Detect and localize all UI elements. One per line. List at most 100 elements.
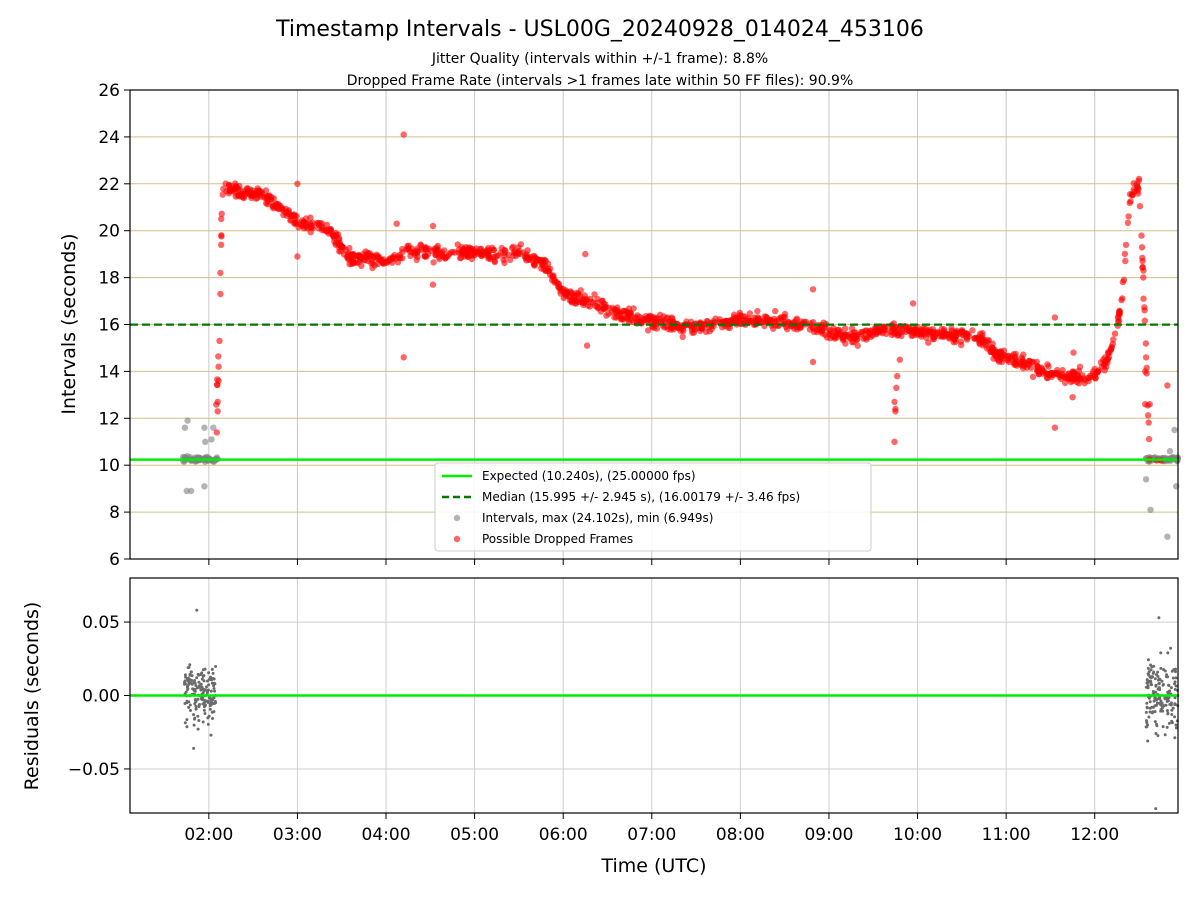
dropped-frame-point [478, 252, 486, 260]
dropped-frame-point [1146, 401, 1153, 408]
dropped-frame-point [1141, 317, 1149, 324]
residual-point [197, 719, 201, 722]
residual-point [1153, 710, 1157, 714]
dropped-frame-point [1144, 412, 1152, 419]
intervals-y-tick-label: 18 [98, 269, 120, 289]
dropped-frame-point [573, 298, 580, 305]
residual-point [183, 721, 187, 725]
dropped-frame-point [1089, 371, 1096, 378]
dropped-frame-point [863, 327, 870, 334]
dropped-frame-point [429, 222, 437, 230]
residual-point [1154, 703, 1158, 707]
residual-point [1156, 670, 1160, 674]
dropped-frame-point [721, 318, 728, 325]
residual-point [1149, 668, 1153, 672]
interval-point [1142, 476, 1150, 483]
interval-point [1147, 506, 1154, 513]
dropped-frame-point [765, 317, 772, 325]
residual-point [1154, 683, 1158, 687]
intervals-y-tick-label: 6 [109, 550, 120, 570]
dropped-frame-point [1002, 352, 1009, 359]
residual-point [183, 680, 186, 684]
residual-point [192, 687, 195, 691]
dropped-frame-point [422, 253, 429, 260]
dropped-frame-point [380, 260, 387, 267]
dropped-frame-point [1126, 191, 1134, 198]
residual-point [183, 702, 187, 705]
dropped-frame-point [957, 338, 965, 345]
residual-point [1164, 703, 1168, 707]
dropped-frame-point [582, 250, 589, 258]
dropped-frame-point [1142, 340, 1150, 347]
dropped-frame-point [979, 330, 986, 337]
intervals-y-tick-label: 14 [98, 362, 120, 382]
residuals-data [183, 608, 1180, 811]
dropped-frame-point [860, 335, 867, 342]
dropped-frame-point [515, 250, 522, 257]
dropped-frame-point [1038, 364, 1045, 371]
interval-point [201, 483, 208, 490]
dropped-frame-point [741, 318, 748, 325]
residual-point [1167, 684, 1171, 687]
dropped-frame-point [492, 253, 499, 261]
residual-point [209, 733, 213, 737]
intervals-legend: Expected (10.240s), (25.00000 fps) Media… [434, 462, 872, 552]
dropped-frame-point [307, 214, 314, 221]
dropped-frame-point [734, 318, 742, 325]
dropped-frame-point [349, 255, 356, 263]
residual-point [201, 720, 205, 724]
dropped-frame-point [1115, 317, 1123, 324]
residual-point [1148, 675, 1152, 679]
dropped-frame-point [842, 325, 849, 332]
residual-point [187, 665, 191, 669]
interval-point [1164, 533, 1171, 540]
dropped-frame-point [644, 314, 651, 321]
dropped-frame-point [215, 377, 222, 384]
residual-point [1144, 710, 1148, 714]
dropped-frame-point [951, 336, 958, 343]
dropped-frame-point [393, 220, 400, 227]
dropped-frame-point [1142, 354, 1150, 361]
dropped-frame-point [603, 312, 610, 319]
dropped-frame-point [975, 336, 982, 343]
residual-point [207, 671, 211, 675]
legend-intervals-swatch [453, 514, 461, 522]
dropped-frame-point [644, 327, 652, 334]
dropped-frame-point [232, 180, 239, 187]
intervals-panel: 6 8 10 12 14 16 18 20 22 24 26 Intervals (seconds)… [58, 81, 1181, 570]
residual-point [190, 682, 194, 686]
dropped-frame-point [1084, 374, 1092, 382]
dropped-frame-point [620, 316, 627, 323]
dropped-frame-point [264, 201, 271, 208]
x-tick-label: 05:00 [450, 825, 499, 845]
dropped-frame-point [653, 314, 661, 322]
dropped-frame-point [294, 180, 301, 187]
dropped-frame-point [1121, 250, 1129, 258]
residual-point [184, 675, 187, 679]
residual-point [187, 700, 191, 704]
dropped-frame-point [234, 186, 242, 193]
dropped-frame-point [509, 244, 516, 252]
residual-point [210, 697, 213, 701]
residual-point [1149, 663, 1153, 667]
dropped-frame-point [515, 244, 522, 251]
dropped-frame-point [1045, 363, 1052, 370]
dropped-frame-point [814, 326, 821, 334]
residual-point [1146, 739, 1150, 743]
dropped-frame-point [454, 241, 461, 248]
dropped-frame-point [222, 180, 229, 187]
residual-point [1152, 664, 1156, 668]
dropped-frame-point [1051, 424, 1059, 431]
residual-point [192, 713, 195, 717]
dropped-frame-point [892, 328, 900, 335]
dropped-frame-point [1164, 382, 1171, 389]
dropped-frame-point [679, 326, 686, 333]
residual-point [210, 667, 214, 671]
residual-point [197, 673, 201, 677]
residual-point [186, 676, 190, 680]
residuals-y-tick-label: −0.05 [68, 760, 120, 780]
dropped-frame-point [551, 279, 558, 286]
residual-point [207, 683, 211, 687]
dropped-frame-point [995, 358, 1003, 365]
intervals-y-tick-label: 20 [98, 222, 120, 242]
